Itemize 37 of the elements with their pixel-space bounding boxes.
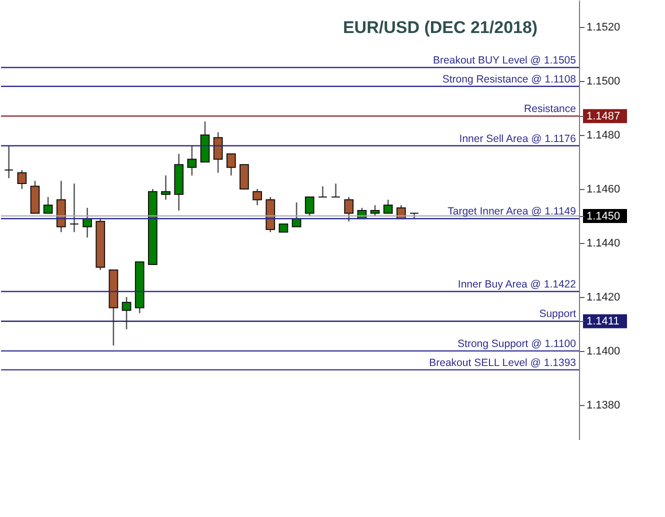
candlestick (318, 186, 328, 198)
candlestick (161, 174, 170, 200)
ref-line-label: Strong Support @ 1.1100 (458, 338, 576, 350)
candlestick (304, 196, 314, 217)
y-tick-label: 1.1500 (586, 75, 620, 88)
candlestick (383, 199, 393, 214)
candlestick (226, 153, 236, 176)
text: EUR/USD (DEC 21/2018) (342, 18, 538, 37)
ref-line-label: Inner Sell Area @ 1.1176 (459, 132, 576, 145)
y-tick-label: 1.1487 (586, 110, 620, 123)
ref-line-label: Strong Resistance @ 1.1108 (442, 73, 576, 86)
ref-line-label: Breakout BUY Level @ 1.1505 (433, 54, 576, 66)
ref-line-label: Target Inner Area @ 1.1149 (448, 206, 576, 218)
candlestick (70, 182, 79, 233)
y-tick-label: 1.1420 (586, 291, 620, 304)
y-tick-label: 1.1520 (586, 21, 620, 34)
candlestick (17, 169, 27, 190)
candlestick (370, 204, 380, 217)
candlestick (43, 196, 53, 214)
candlestick (187, 145, 197, 176)
y-tick-label: 1.1480 (586, 129, 620, 142)
y-tick-label: 1.1450 (586, 210, 620, 222)
candlestick (252, 188, 262, 206)
y-tick-label: 1.1440 (586, 237, 620, 250)
ref-line-label: Resistance (524, 103, 576, 116)
candlestick (344, 196, 354, 222)
candlestick (213, 132, 223, 174)
ref-line-label: Inner Buy Area @ 1.1422 (458, 278, 576, 291)
y-tick-label: 1.1400 (586, 345, 620, 358)
candlestick (331, 182, 340, 198)
candlestick (122, 296, 132, 330)
ref-line-label: Breakout SELL Level @ 1.1393 (429, 356, 576, 369)
y-tick-label: 1.1411 (586, 316, 620, 328)
ref-line-label: Support (539, 308, 576, 320)
y-tick-label: 1.1380 (586, 399, 620, 412)
y-tick-label: 1.1460 (586, 183, 620, 196)
candlestick (4, 145, 14, 179)
